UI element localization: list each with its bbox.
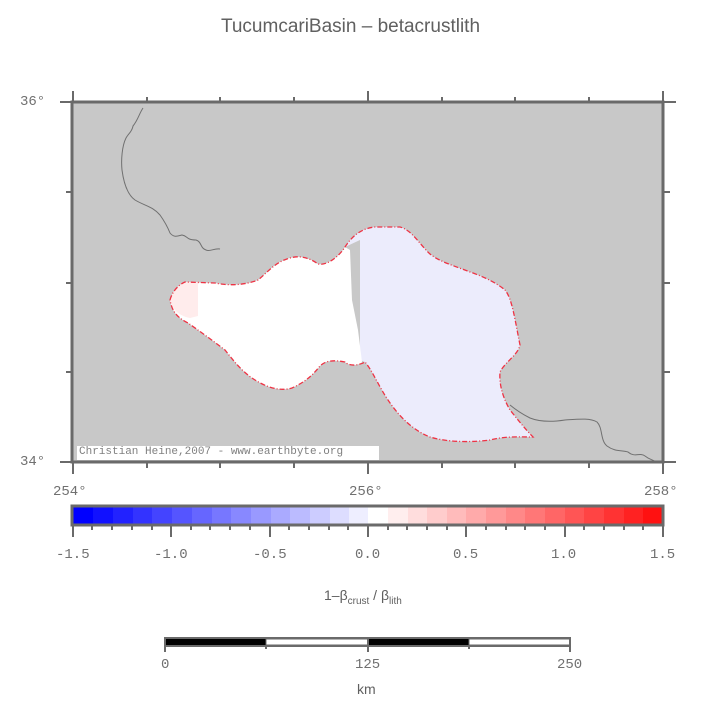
colorbar-tick-label: 1.0 [551, 547, 577, 563]
colorbar-label-main: 1–β [324, 587, 348, 603]
scale-tick-label: 0 [161, 657, 170, 673]
colorbar-tick-label: -0.5 [253, 547, 287, 563]
colorbar-tick-label: 0.5 [453, 547, 479, 563]
lon-label-256: 256° [349, 484, 383, 500]
lat-label-36: 36° [20, 94, 46, 110]
lat-label-34: 34° [20, 454, 46, 470]
coastline-southeast [509, 404, 657, 463]
colorbar-tick-label: 0.0 [355, 547, 381, 563]
colorbar-swatches [73, 507, 663, 524]
basin-west-region [170, 282, 198, 318]
basin-east-region [345, 227, 533, 442]
scale-tick-label: 250 [557, 657, 583, 673]
colorbar-label: 1–βcrust / βlith [324, 587, 402, 607]
colorbar-label-mid: / β [369, 587, 390, 603]
basin-central-region [170, 247, 362, 390]
colorbar-label-sub-lith: lith [389, 595, 402, 607]
scale-bar [164, 637, 571, 652]
basin-outline [169, 226, 535, 443]
credit-box [77, 446, 379, 460]
lon-label-254: 254° [53, 484, 87, 500]
lon-label-258: 258° [644, 484, 678, 500]
colorbar-tick-label: -1.5 [56, 547, 90, 563]
scale-tick-label: 125 [355, 657, 381, 673]
colorbar-tick-label: 1.5 [650, 547, 676, 563]
coastline-northwest [121, 107, 221, 252]
scale-unit-label: km [357, 681, 376, 697]
colorbar-label-sub-crust: crust [347, 595, 370, 607]
credit-text: Christian Heine,2007 - www.earthbyte.org [79, 446, 344, 458]
map-title: TucumcariBasin – betacrustlith [220, 16, 481, 37]
colorbar-tick-label: -1.0 [154, 547, 188, 563]
